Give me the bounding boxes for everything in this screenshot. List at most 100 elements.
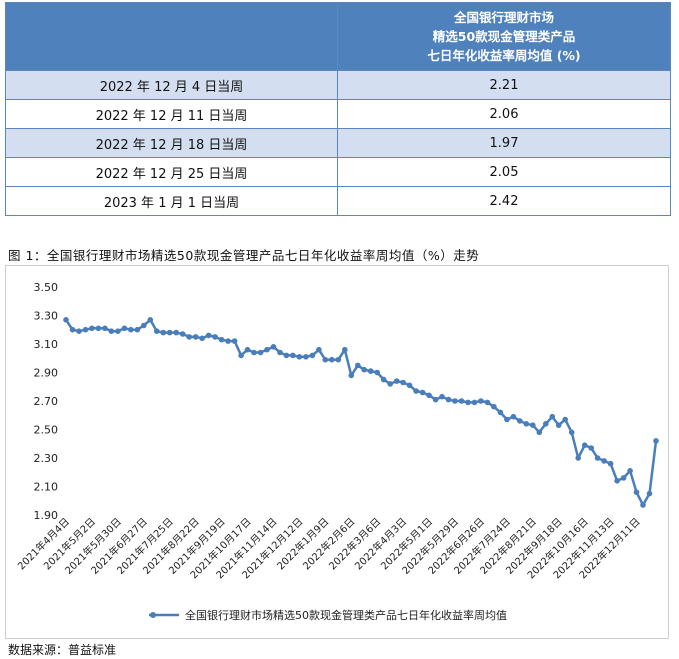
data-point — [296, 354, 303, 360]
data-point — [426, 392, 432, 399]
row-value: 2.05 — [337, 157, 671, 187]
data-point — [387, 381, 394, 387]
legend-label: 全国银行理财市场精选50款现金管理类产品七日年化收益率周均值 — [185, 608, 507, 622]
data-point — [322, 356, 329, 363]
data-point — [128, 326, 134, 333]
data-point — [575, 455, 581, 461]
header-line-2: 精选50款现金管理类产品 — [432, 29, 576, 44]
row-week: 2022 年 12 月 4 日当周 — [5, 70, 338, 100]
data-point — [225, 338, 231, 344]
data-point — [102, 325, 108, 332]
data-point — [95, 325, 102, 332]
data-point — [69, 326, 76, 333]
data-point — [588, 445, 594, 451]
table-row: 2022 年 12 月 4 日当周 2.21 — [5, 70, 671, 100]
data-point — [653, 438, 659, 444]
data-point — [309, 352, 316, 359]
row-value: 2.42 — [337, 186, 671, 216]
table-header-empty — [5, 2, 338, 71]
data-point — [335, 356, 342, 363]
data-point — [568, 429, 575, 436]
data-point — [244, 346, 251, 353]
y-tick-label: 2.90 — [34, 367, 59, 380]
series-line — [64, 318, 658, 507]
legend-marker — [150, 612, 156, 618]
data-point — [121, 325, 128, 332]
data-point — [471, 399, 478, 406]
data-point — [478, 398, 484, 404]
y-tick-label: 2.70 — [34, 395, 59, 408]
data-point — [504, 416, 510, 423]
table-row: 2022 年 12 月 18 日当周 1.97 — [5, 128, 671, 158]
figure-caption: 图 1：全国银行理财市场精选50款现金管理产品七日年化收益率周均值（%）走势 — [8, 248, 480, 263]
data-point — [82, 326, 89, 333]
data-point — [355, 362, 361, 369]
data-point — [134, 326, 141, 333]
data-point — [445, 396, 452, 403]
data-point — [458, 398, 465, 404]
data-point — [186, 334, 192, 340]
data-point — [517, 418, 523, 424]
data-point — [562, 416, 568, 423]
data-point — [264, 346, 270, 353]
data-point — [367, 368, 374, 374]
data-point — [452, 398, 458, 404]
data-point — [614, 478, 620, 484]
table-row: 2023 年 1 月 1 日当周 2.42 — [5, 186, 671, 216]
data-point — [277, 349, 283, 356]
data-point — [465, 399, 471, 406]
data-point — [205, 332, 212, 339]
summary-table: 全国银行理财市场 精选50款现金管理类产品 七日年化收益率周均值 (%) 202… — [5, 2, 671, 216]
data-point — [406, 382, 413, 389]
y-tick-label: 1.90 — [34, 509, 59, 522]
data-point — [342, 346, 348, 353]
data-point — [316, 346, 322, 353]
data-point — [192, 334, 199, 340]
data-point — [510, 413, 517, 420]
table-header-row: 全国银行理财市场 精选50款现金管理类产品 七日年化收益率周均值 (%) — [5, 2, 671, 71]
data-point — [329, 356, 335, 363]
row-week: 2023 年 1 月 1 日当周 — [5, 186, 338, 216]
y-tick-label: 3.30 — [34, 310, 59, 323]
data-point — [179, 331, 186, 337]
data-source: 数据来源：普益标准 — [8, 643, 117, 657]
y-tick-label: 3.10 — [34, 338, 59, 351]
data-point — [63, 317, 69, 323]
row-value: 2.06 — [337, 99, 671, 129]
data-point — [231, 338, 238, 344]
data-point — [400, 379, 406, 386]
data-point — [76, 328, 82, 334]
data-point — [141, 322, 147, 329]
data-point — [212, 334, 218, 340]
data-point — [555, 422, 562, 428]
y-tick-label: 2.50 — [34, 424, 59, 437]
table-row: 2022 年 12 月 25 日当周 2.05 — [5, 157, 671, 187]
data-point — [491, 403, 497, 410]
data-point — [160, 329, 167, 336]
data-point — [549, 413, 556, 420]
data-point — [413, 388, 419, 394]
data-point — [257, 349, 264, 356]
data-point — [270, 344, 277, 350]
data-point — [523, 421, 530, 427]
row-week: 2022 年 12 月 11 日当周 — [5, 99, 338, 129]
row-value: 1.97 — [337, 128, 671, 158]
chart-frame: 3.50 3.30 3.10 2.90 2.70 2.50 2.30 2.10 1.90 2021… — [5, 265, 669, 639]
table-row: 2022 年 12 月 11 日当周 2.06 — [5, 99, 671, 129]
data-point — [108, 328, 115, 334]
data-point — [393, 378, 400, 384]
header-line-3: 七日年化收益率周均值 (%) — [427, 48, 581, 63]
data-point — [238, 352, 244, 359]
row-week: 2022 年 12 月 18 日当周 — [5, 128, 338, 158]
data-point — [154, 328, 160, 334]
data-point — [173, 329, 179, 336]
data-point — [607, 460, 614, 467]
data-point — [640, 502, 646, 508]
data-point — [543, 421, 549, 427]
data-point — [218, 336, 225, 343]
data-point — [536, 429, 543, 436]
y-tick-label: 3.50 — [34, 281, 59, 294]
data-point — [89, 325, 95, 332]
table-header-value: 全国银行理财市场 精选50款现金管理类产品 七日年化收益率周均值 (%) — [337, 2, 671, 71]
data-point — [594, 455, 601, 461]
